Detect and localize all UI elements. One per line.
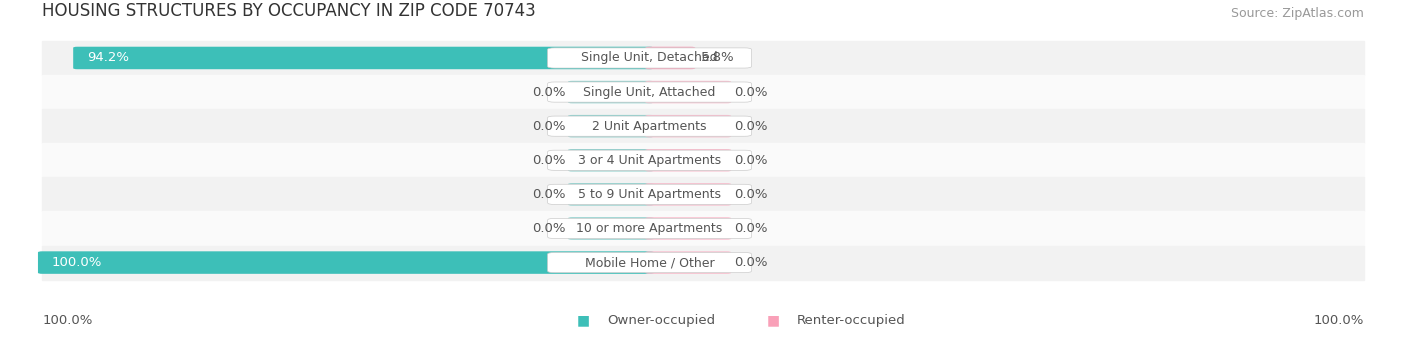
Text: 10 or more Apartments: 10 or more Apartments — [576, 222, 723, 235]
Text: 0.0%: 0.0% — [734, 222, 768, 235]
Text: ■: ■ — [766, 313, 779, 328]
Text: 100.0%: 100.0% — [42, 314, 93, 327]
Text: Renter-occupied: Renter-occupied — [797, 314, 905, 327]
Text: 0.0%: 0.0% — [734, 120, 768, 133]
Text: 0.0%: 0.0% — [734, 86, 768, 99]
Text: ■: ■ — [576, 313, 589, 328]
Text: 0.0%: 0.0% — [531, 120, 565, 133]
Text: 2 Unit Apartments: 2 Unit Apartments — [592, 120, 707, 133]
Text: Single Unit, Attached: Single Unit, Attached — [583, 86, 716, 99]
Text: Owner-occupied: Owner-occupied — [607, 314, 716, 327]
Text: 3 or 4 Unit Apartments: 3 or 4 Unit Apartments — [578, 154, 721, 167]
Text: Single Unit, Detached: Single Unit, Detached — [581, 51, 718, 64]
Text: Source: ZipAtlas.com: Source: ZipAtlas.com — [1230, 8, 1364, 20]
Text: 5 to 9 Unit Apartments: 5 to 9 Unit Apartments — [578, 188, 721, 201]
Text: 100.0%: 100.0% — [1313, 314, 1364, 327]
Text: 0.0%: 0.0% — [531, 86, 565, 99]
Text: HOUSING STRUCTURES BY OCCUPANCY IN ZIP CODE 70743: HOUSING STRUCTURES BY OCCUPANCY IN ZIP C… — [42, 2, 536, 20]
Text: 0.0%: 0.0% — [734, 256, 768, 269]
Text: 0.0%: 0.0% — [531, 222, 565, 235]
Text: 100.0%: 100.0% — [52, 256, 103, 269]
Text: Mobile Home / Other: Mobile Home / Other — [585, 256, 714, 269]
Text: 94.2%: 94.2% — [87, 51, 129, 64]
Text: 0.0%: 0.0% — [531, 188, 565, 201]
Text: 0.0%: 0.0% — [734, 154, 768, 167]
Text: 5.8%: 5.8% — [700, 51, 734, 64]
Text: 0.0%: 0.0% — [734, 188, 768, 201]
Text: 0.0%: 0.0% — [531, 154, 565, 167]
